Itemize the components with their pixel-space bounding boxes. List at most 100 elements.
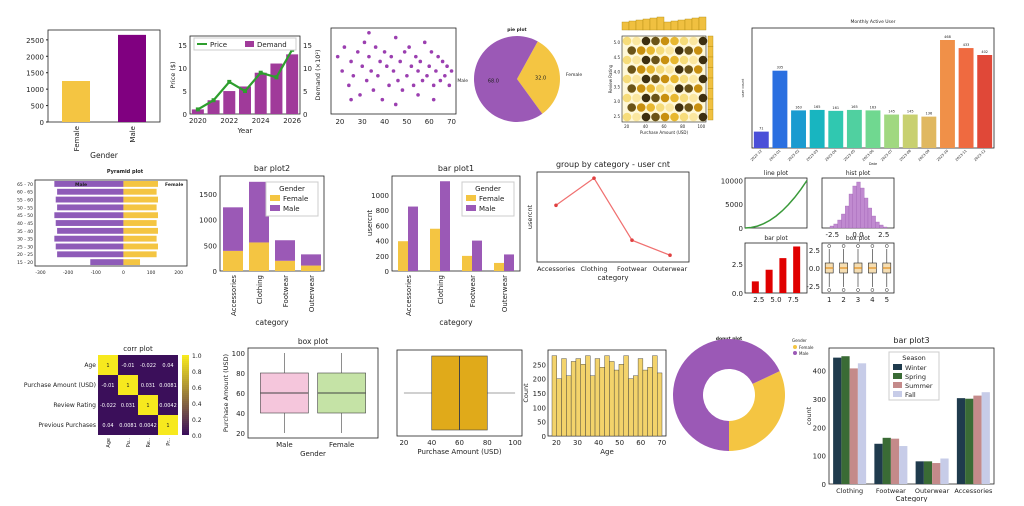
pie-chart: pie plot 32.0 Female 68.0 Male — [457, 27, 582, 123]
hex-cell — [693, 46, 703, 55]
scatter-point — [402, 50, 407, 54]
scatter-point — [416, 69, 420, 73]
price-marker — [243, 89, 247, 94]
scatter-point — [342, 45, 347, 49]
x-tick-label: 2023-11 — [955, 149, 968, 162]
x-tick-label: 80 — [483, 439, 492, 447]
hist-plot-chart: hist plot -2.5 0.0 2.5 — [821, 170, 895, 239]
colorbar-step — [182, 429, 189, 431]
hex-cell — [622, 93, 632, 103]
outlier — [870, 288, 875, 292]
scatter-point — [385, 64, 389, 69]
x-tick-label: -300 — [35, 270, 45, 276]
y-tick-label: -2.5 — [806, 283, 820, 291]
y2-tick-label: 10 — [303, 65, 312, 73]
scatter-point — [436, 54, 440, 59]
scatter-point — [425, 73, 429, 78]
legend-entry: Male — [799, 351, 809, 356]
male-bar — [57, 251, 124, 258]
y-tick-label: 250 — [533, 361, 546, 369]
hist-bar — [618, 364, 624, 437]
bar-value: 402 — [981, 50, 988, 54]
colorbar-label: 0.4 — [192, 401, 202, 408]
y-tick-label: 20 - 25 — [17, 252, 33, 258]
x-tick-label: 2026 — [283, 117, 301, 125]
bar — [753, 131, 769, 148]
female-bar — [123, 212, 158, 219]
hex-cell — [684, 65, 693, 74]
chart-title: hist plot — [846, 170, 871, 177]
bar — [772, 70, 788, 148]
colorbar-step — [182, 359, 189, 361]
legend-swatch — [793, 351, 797, 355]
scatter-point — [371, 88, 376, 92]
scatter-point — [367, 30, 371, 35]
colorbar-step — [182, 423, 189, 425]
colorbar-step — [182, 399, 189, 401]
scatter-point — [405, 73, 409, 78]
y-tick-label: 20 — [236, 430, 245, 438]
hex-cell — [698, 55, 708, 65]
bar — [899, 446, 908, 484]
y-axis-label: count — [805, 406, 813, 425]
y-tick-label: 100 — [813, 453, 826, 461]
outlier — [870, 244, 875, 248]
scatter-point — [427, 64, 432, 69]
scatter-point — [382, 50, 387, 54]
scatter-point — [449, 69, 454, 73]
hex-cell — [674, 84, 684, 93]
x-tick-label: 2023-02 — [787, 149, 800, 162]
x-axis-label: Gender — [300, 450, 326, 458]
y-tick-label: 55 - 60 — [17, 198, 33, 204]
marginal-bar-right — [707, 77, 714, 89]
scatter-point — [429, 50, 434, 54]
bar — [223, 207, 243, 251]
hex-cell — [698, 74, 708, 84]
chart-title: bar plot1 — [438, 164, 474, 173]
bar-value: 165 — [851, 105, 858, 109]
bar-plot3-chart: bar plot3 Clothing Footwear Outerwear Access… — [805, 336, 995, 503]
legend-swatch — [466, 205, 476, 211]
hist-bar — [580, 364, 586, 437]
x-tick-label: 20 — [552, 439, 561, 447]
cell-value: -0.01 — [102, 383, 115, 389]
colorbar-step — [182, 385, 189, 387]
bar — [958, 48, 974, 149]
group-line-chart: group by category - user cnt Accessories C… — [526, 160, 690, 282]
y-tick-label: 500 — [204, 242, 217, 250]
colorbar-label: 0.6 — [192, 385, 202, 392]
hexbin-chart: 20 40 60 80 100 Purchase Amount (USD) 2.5 3.0 3.… — [608, 16, 714, 135]
y-tick-label: 1500 — [199, 191, 217, 199]
hex-cell — [660, 93, 670, 103]
scatter-point — [409, 64, 414, 69]
small-box-plot-chart: box plot 1 2 3 4 5 -2.5 0.0 2.5 — [806, 235, 895, 304]
colorbar-step — [182, 417, 189, 419]
scatter-point — [393, 35, 398, 40]
hex-cell — [646, 46, 655, 55]
marginal-bar — [649, 17, 658, 31]
colorbar-step — [182, 381, 189, 383]
colorbar-step — [182, 407, 189, 409]
hist-bar — [599, 367, 605, 437]
bar — [890, 438, 900, 484]
hex-cell — [679, 93, 689, 103]
x-tick-label: Clothing — [580, 265, 607, 273]
female-bar — [123, 227, 158, 234]
hist-bar — [657, 372, 663, 437]
y-tick-label: 80 — [236, 370, 245, 378]
monthly-active-user-chart: Monthly Active User 71 2022-12 335 2023-01 16… — [741, 19, 995, 166]
marginal-bar — [677, 19, 686, 31]
heat-cell — [118, 375, 138, 395]
hex-cell — [627, 46, 636, 55]
hist-bar — [642, 369, 648, 437]
scatter-point — [335, 54, 340, 59]
heat-cell — [98, 415, 118, 435]
scatter-point — [369, 69, 373, 73]
scatter-point — [351, 73, 356, 78]
y-tick-label: 0 — [739, 225, 743, 233]
heat-cell — [158, 395, 178, 415]
colorbar-label: 0.0 — [192, 433, 202, 440]
y-tick-label: 2.5 — [809, 247, 820, 255]
hex-cell — [627, 65, 636, 74]
colorbar-step — [182, 389, 189, 391]
